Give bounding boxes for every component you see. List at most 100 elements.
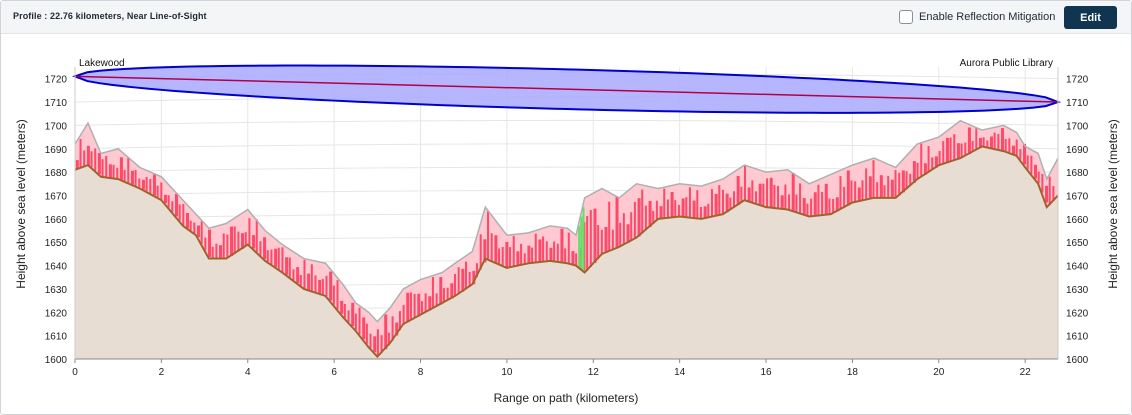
clutter-layer — [74, 119, 1059, 359]
y-tick-label-left: 1630 — [45, 285, 68, 296]
obstruction-bar — [949, 137, 952, 162]
obstruction-bar — [964, 142, 967, 157]
y-grid-line — [74, 119, 1059, 126]
y-grid-line — [74, 143, 1059, 150]
obstruction-bar — [226, 234, 229, 259]
obstruction-bar — [938, 151, 941, 166]
obstruction-bar — [244, 232, 247, 247]
obstruction-bar — [865, 168, 868, 200]
obstruction-bar — [523, 253, 526, 265]
obstruction-bar — [516, 251, 520, 266]
obstruction-bar — [766, 178, 769, 208]
obstruction-bar — [843, 186, 846, 208]
obstruction-bar — [94, 148, 97, 171]
obstruction-bar — [417, 293, 421, 317]
reflection-mitigation-label[interactable]: Enable Reflection Mitigation — [919, 11, 1056, 23]
x-tick-label: 20 — [933, 367, 945, 378]
obstruction-bar — [453, 273, 456, 297]
terrain-area — [75, 146, 1058, 359]
obstruction-bar — [182, 203, 185, 226]
obstruction-bar — [343, 303, 346, 319]
obstruction-bar — [501, 246, 504, 266]
obstruction-bar — [79, 138, 82, 169]
clear-bar — [580, 216, 583, 270]
edit-button[interactable]: Edit — [1064, 6, 1117, 29]
x-axis-label: Range on path (kilometers) — [494, 391, 639, 405]
obstruction-bar — [431, 277, 434, 309]
obstruction-bar — [266, 250, 269, 263]
y-tick-label-right: 1680 — [1066, 168, 1089, 179]
obstruction-bar — [318, 280, 322, 294]
obstruction-bar — [674, 200, 677, 218]
obstruction-bar — [1023, 143, 1027, 165]
y-tick-label-right: 1690 — [1066, 145, 1089, 156]
reflection-mitigation-toggle[interactable]: Enable Reflection Mitigation — [899, 8, 1055, 26]
obstruction-bar — [747, 187, 751, 202]
obstruction-bar — [611, 229, 614, 250]
obstruction-bar — [839, 176, 842, 210]
obstruction-bar — [534, 233, 537, 263]
obstruction-bar — [230, 226, 234, 257]
obstruction-bar — [310, 264, 313, 292]
obstruction-bar — [531, 247, 534, 263]
y-tick-label-left: 1640 — [45, 262, 68, 273]
obstruction-bar — [200, 221, 203, 244]
obstruction-bar — [387, 332, 390, 346]
obstruction-bar — [890, 179, 894, 198]
obstruction-bar — [806, 203, 809, 216]
start-site-label: Lakewood — [79, 58, 125, 69]
obstruction-bar — [872, 160, 875, 199]
fresnel-layer — [72, 64, 1061, 114]
obstruction-bar — [332, 285, 335, 305]
y-tick-label-right: 1640 — [1066, 262, 1089, 273]
obstruction-bar — [1037, 171, 1040, 184]
obstruction-bar — [931, 157, 934, 171]
obstruction-bar — [637, 198, 641, 237]
obstruction-bar — [1008, 138, 1011, 153]
axes-layer: 0 2 4 6 8 10 12 14 16 18 20 22 1600 1600 1610 1610 1620 1… — [45, 67, 1089, 378]
y-tick-label-left: 1660 — [45, 215, 68, 226]
obstruction-bar — [923, 163, 927, 175]
obstruction-bar — [556, 243, 559, 262]
obstruction-bar — [1000, 128, 1004, 151]
obstruction-bar — [347, 310, 350, 323]
obstruction-bar — [732, 191, 735, 208]
obstruction-bar — [861, 180, 864, 201]
obstruction-bar — [666, 199, 669, 218]
obstruction-bar — [490, 233, 493, 261]
y-tick-label-left: 1680 — [45, 168, 68, 179]
obstruction-bar — [571, 251, 575, 265]
obstruction-bar — [340, 300, 344, 314]
obstruction-bar — [465, 261, 468, 290]
obstruction-bar — [112, 164, 115, 179]
x-tick-label: 8 — [418, 367, 424, 378]
y-tick-label-right: 1620 — [1066, 308, 1089, 319]
obstruction-bar — [215, 243, 218, 259]
obstruction-bar — [652, 210, 655, 224]
obstruction-bar — [997, 133, 1000, 150]
obstruction-bar — [810, 198, 813, 217]
obstruction-bar — [241, 233, 245, 249]
obstruction-bar — [527, 245, 531, 264]
obstruction-bar — [520, 243, 523, 266]
obstruction-bar — [641, 189, 644, 234]
obstruction-bar — [751, 180, 754, 203]
obstruction-bar — [270, 249, 273, 265]
y-tick-label-right: 1660 — [1066, 215, 1089, 226]
reflection-mitigation-checkbox[interactable] — [899, 10, 913, 24]
obstruction-bar — [424, 293, 427, 313]
obstruction-bar — [406, 292, 410, 323]
obstruction-bar — [288, 257, 291, 278]
obstruction-bar — [736, 176, 740, 206]
obstruction-bar — [604, 226, 608, 253]
obstruction-bar — [296, 267, 300, 284]
obstruction-bar — [549, 247, 553, 261]
obstruction-bar — [567, 232, 570, 264]
obstruction-bar — [1026, 155, 1029, 170]
obstruction-bar — [597, 224, 600, 260]
obstruction-bar — [619, 222, 622, 247]
obstruction-bar — [498, 248, 501, 265]
obstruction-bar — [86, 145, 90, 166]
obstruction-bar — [769, 177, 773, 208]
obstruction-bar — [398, 311, 401, 331]
